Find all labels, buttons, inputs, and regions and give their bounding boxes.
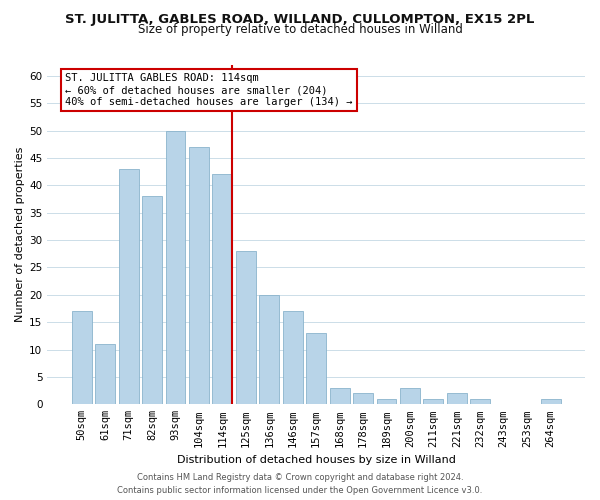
Bar xyxy=(283,312,302,404)
Bar xyxy=(353,394,373,404)
Bar xyxy=(541,399,560,404)
Y-axis label: Number of detached properties: Number of detached properties xyxy=(15,147,25,322)
Bar xyxy=(377,399,397,404)
Bar xyxy=(329,388,350,404)
Text: ST. JULITTA, GABLES ROAD, WILLAND, CULLOMPTON, EX15 2PL: ST. JULITTA, GABLES ROAD, WILLAND, CULLO… xyxy=(65,12,535,26)
Bar xyxy=(470,399,490,404)
Text: ST. JULITTA GABLES ROAD: 114sqm
← 60% of detached houses are smaller (204)
40% o: ST. JULITTA GABLES ROAD: 114sqm ← 60% of… xyxy=(65,74,353,106)
Bar xyxy=(95,344,115,405)
Text: Size of property relative to detached houses in Willand: Size of property relative to detached ho… xyxy=(137,24,463,36)
Bar xyxy=(142,196,162,404)
Bar xyxy=(447,394,467,404)
X-axis label: Distribution of detached houses by size in Willand: Distribution of detached houses by size … xyxy=(177,455,455,465)
Bar xyxy=(259,295,279,405)
Bar xyxy=(212,174,232,404)
Bar xyxy=(306,333,326,404)
Bar xyxy=(400,388,420,404)
Text: Contains HM Land Registry data © Crown copyright and database right 2024.
Contai: Contains HM Land Registry data © Crown c… xyxy=(118,473,482,495)
Bar xyxy=(119,169,139,404)
Bar xyxy=(72,312,92,404)
Bar xyxy=(166,130,185,404)
Bar xyxy=(236,251,256,404)
Bar xyxy=(424,399,443,404)
Bar xyxy=(189,147,209,405)
